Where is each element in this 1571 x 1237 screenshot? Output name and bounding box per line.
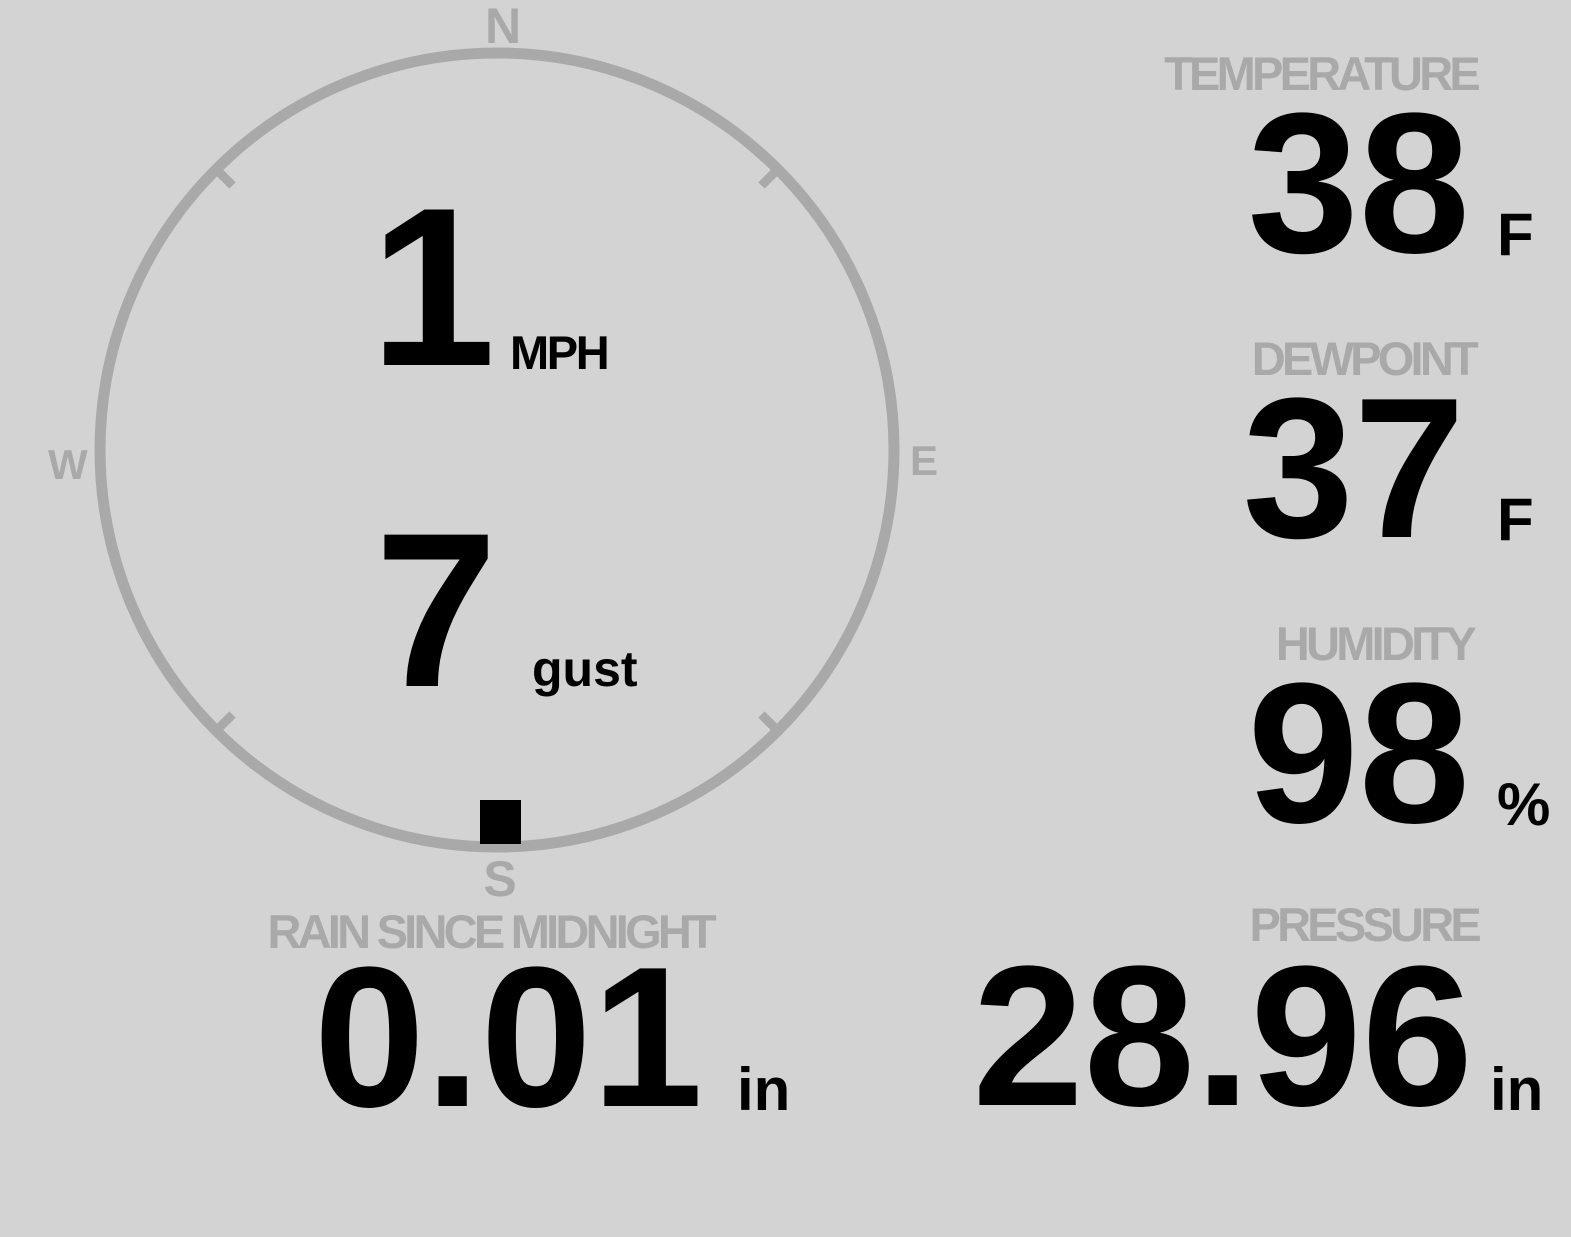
rain-value: 0.01 <box>313 926 703 1149</box>
dewpoint-label: DEWPOINT <box>1251 332 1479 385</box>
humidity-unit: % <box>1497 771 1551 838</box>
rain-label: RAIN SINCE MIDNIGHT <box>267 905 716 958</box>
pressure-value: 28.96 <box>972 925 1474 1148</box>
wind-direction-marker <box>480 800 521 844</box>
compass-tick-ne <box>758 166 781 189</box>
compass-label-north: N <box>484 0 522 54</box>
compass-ring <box>94 47 900 853</box>
humidity-label: HUMIDITY <box>1275 617 1477 670</box>
temperature-label: TEMPERATURE <box>1164 47 1481 100</box>
rain-unit: in <box>737 1056 791 1123</box>
compass-tick-sw <box>213 711 236 734</box>
temperature-unit: F <box>1497 201 1534 268</box>
pressure-label: PRESSURE <box>1249 898 1482 951</box>
humidity-value: 98 <box>1247 642 1470 865</box>
compass-tick-se <box>758 711 781 734</box>
pressure-unit: in <box>1490 1056 1544 1123</box>
dewpoint-value: 37 <box>1242 357 1465 580</box>
wind-speed-value: 1 <box>370 160 496 413</box>
compass-label-south: S <box>483 851 517 907</box>
wind-gust-label: gust <box>532 641 638 697</box>
compass-tick-nw <box>213 166 236 189</box>
wind-gust-value: 7 <box>375 487 498 733</box>
compass-graphic <box>94 47 900 853</box>
compass-label-west: W <box>48 441 88 488</box>
compass-label-east: E <box>910 437 939 484</box>
temperature-value: 38 <box>1247 72 1470 295</box>
dewpoint-unit: F <box>1497 486 1534 553</box>
wind-speed-unit: MPH <box>510 326 610 379</box>
